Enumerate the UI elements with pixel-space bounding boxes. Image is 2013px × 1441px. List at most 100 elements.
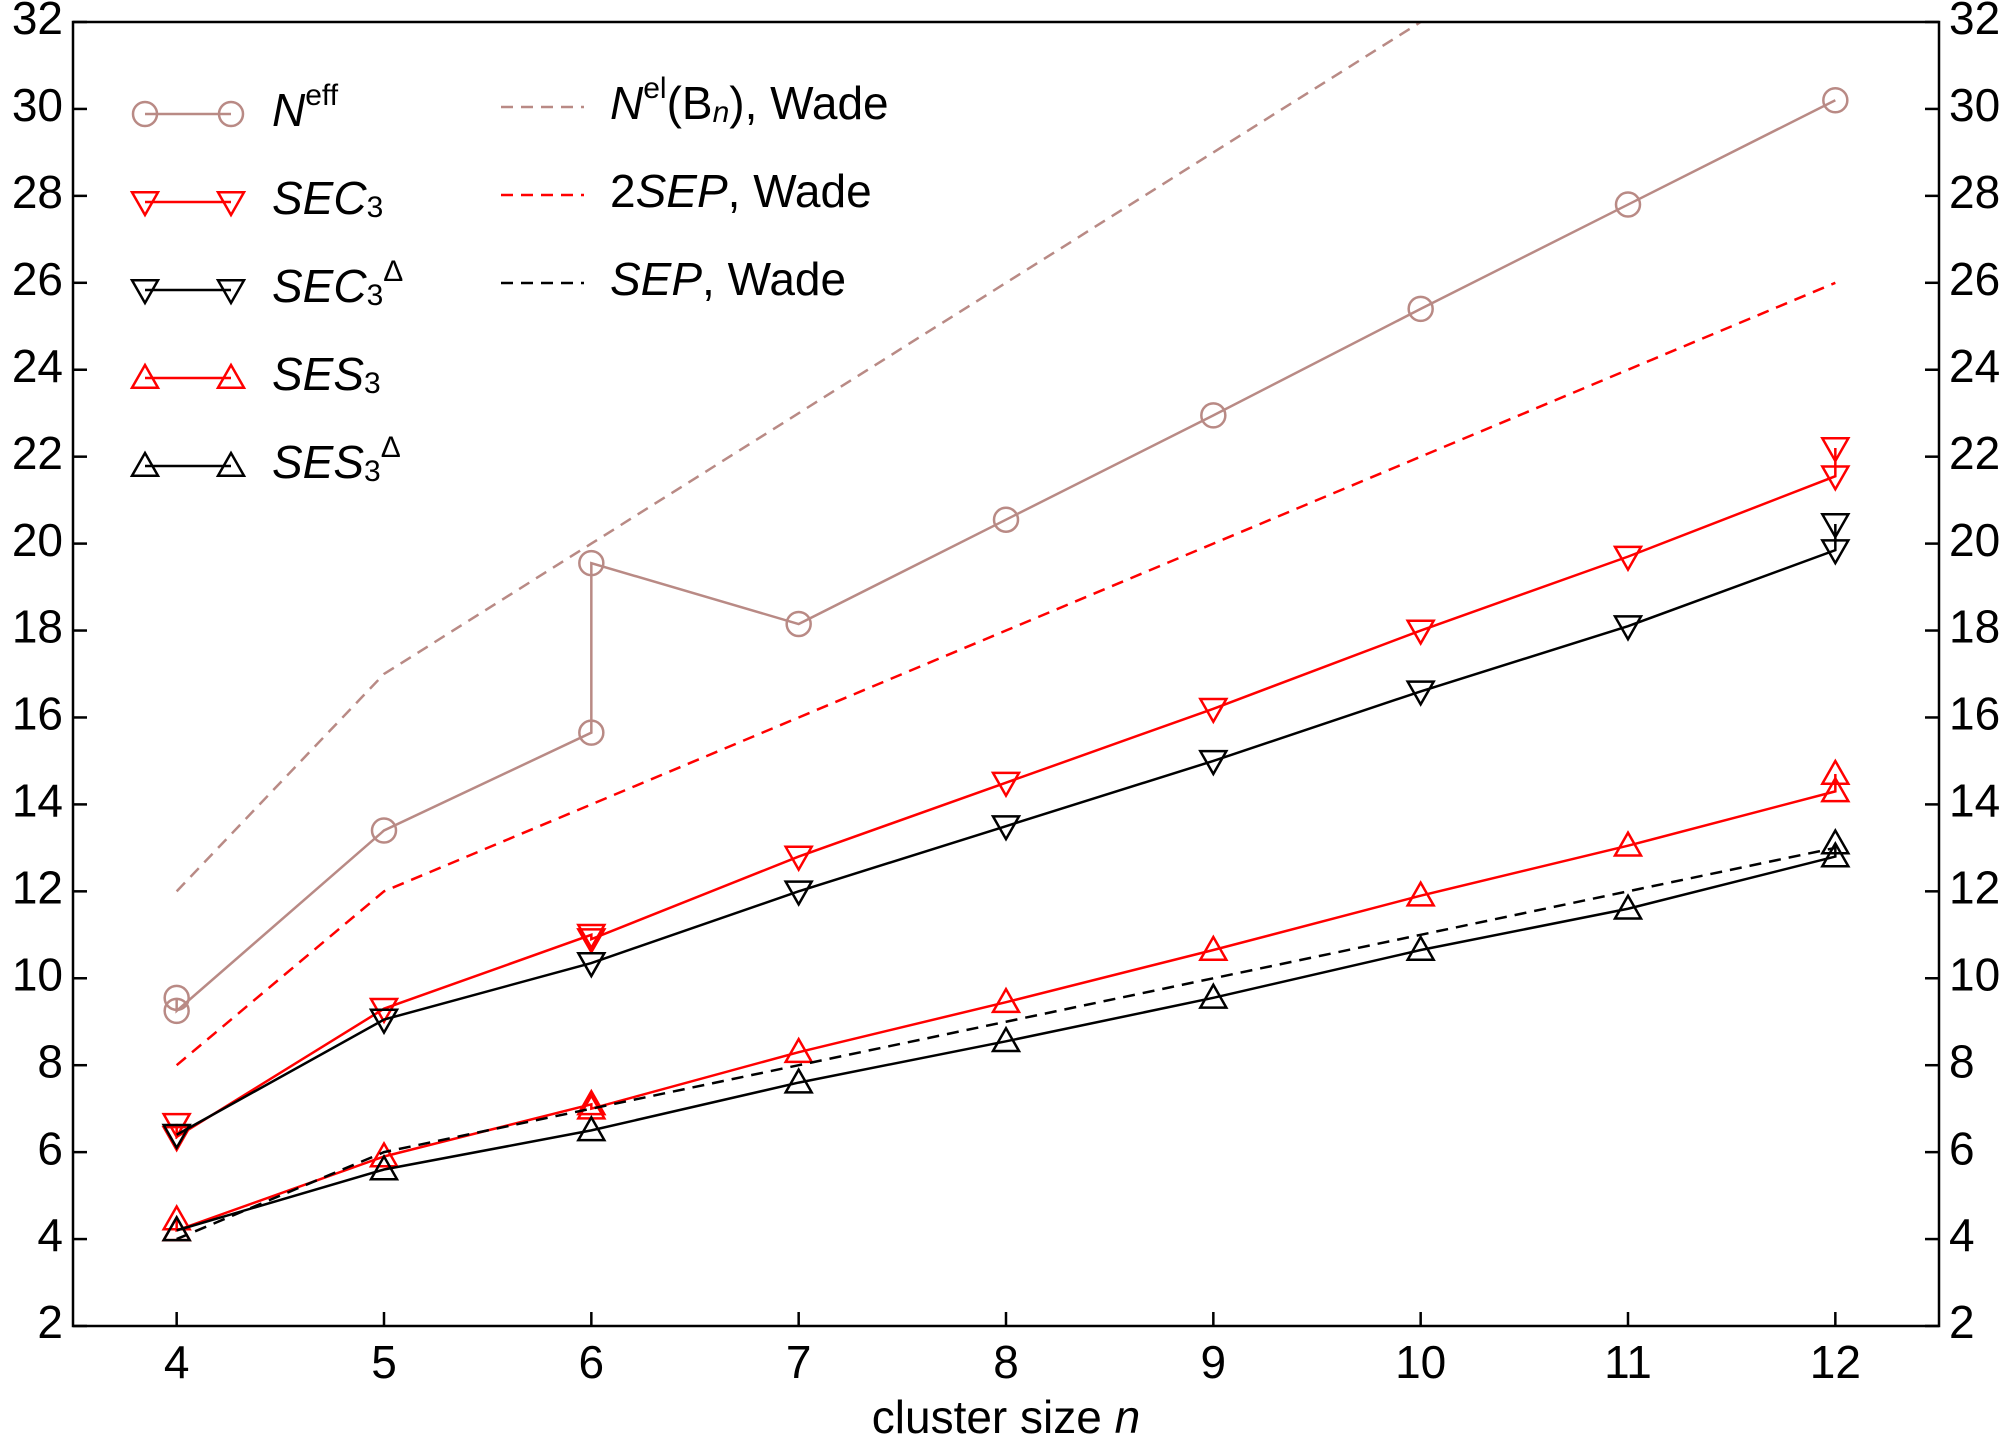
marker: [578, 719, 605, 746]
y2-tick-label: 24: [1949, 340, 2000, 392]
series-line: [175, 99, 1836, 1014]
marker: [783, 1067, 814, 1094]
y-tick-label: 2: [37, 1296, 63, 1348]
marker: [1612, 830, 1644, 857]
x-tick-label: 8: [993, 1336, 1019, 1388]
marker: [1820, 539, 1851, 566]
x-axis-label-part: cluster size: [872, 1391, 1115, 1441]
legend-label-part: ), Wade: [729, 77, 888, 129]
x-tick-label: 10: [1395, 1336, 1446, 1388]
marker: [1822, 86, 1849, 114]
legend-label-part: N: [610, 77, 644, 129]
series-line: [176, 524, 1837, 1136]
marker: [1405, 880, 1436, 907]
y-tick-label: 32: [12, 0, 63, 44]
legend-label-part: 3: [364, 455, 381, 488]
y2-tick-label: 8: [1949, 1035, 1975, 1087]
y-tick-label: 12: [12, 861, 63, 913]
series-line: [176, 843, 1837, 1232]
y2-tick-label: 16: [1949, 688, 2000, 740]
legend-label-part: , Wade: [702, 253, 846, 305]
legend-label-part: n: [713, 96, 730, 129]
legend-marker: [215, 191, 247, 218]
y-tick-label: 6: [37, 1122, 63, 1174]
marker: [990, 986, 1022, 1014]
legend-marker: [129, 450, 161, 477]
y-tick-label: 28: [12, 166, 63, 218]
legend-label: SEP, Wade: [610, 253, 846, 305]
x-tick-label: 5: [371, 1336, 397, 1388]
marker: [163, 997, 190, 1025]
y-tick-label: 18: [12, 601, 63, 653]
marker: [783, 1036, 814, 1064]
legend-marker: [131, 100, 159, 128]
marker: [1612, 615, 1644, 642]
marker: [1198, 982, 1229, 1009]
y-tick-label: 24: [12, 340, 63, 392]
y-tick-label: 16: [12, 688, 63, 740]
marker: [576, 1114, 607, 1142]
y2-tick-label: 2: [1949, 1296, 1975, 1348]
legend-label-part: Δ: [383, 255, 403, 288]
marker: [161, 1123, 192, 1151]
series-line: [175, 447, 1837, 1140]
marker: [576, 928, 607, 955]
legend-marker: [215, 362, 247, 389]
y-tick-label: 30: [12, 79, 63, 131]
marker: [163, 984, 190, 1012]
y-tick-label: 10: [12, 948, 63, 1000]
legend-label-part: , Wade: [728, 165, 872, 217]
marker: [1820, 841, 1851, 868]
marker: [990, 815, 1022, 842]
series-line: [176, 846, 1836, 1241]
y2-tick-label: 6: [1949, 1122, 1975, 1174]
legend-label-part: 3: [367, 279, 384, 312]
legend-marker: [129, 191, 161, 218]
marker: [368, 1140, 400, 1168]
y2-tick-label: 4: [1949, 1209, 1975, 1261]
x-tick-label: 7: [786, 1336, 812, 1388]
y-tick-label: 22: [12, 427, 63, 479]
x-tick-label: 6: [579, 1336, 605, 1388]
legend-label: SES3Δ: [272, 431, 401, 488]
marker: [370, 817, 398, 844]
y2-tick-label: 28: [1949, 166, 2000, 218]
marker: [1820, 758, 1851, 785]
y2-tick-label: 18: [1949, 601, 2000, 653]
marker: [1820, 775, 1851, 803]
y-tick-label: 26: [12, 253, 63, 305]
marker: [783, 845, 814, 873]
legend-label: Nel(Bn), Wade: [610, 72, 889, 129]
y2-tick-label: 20: [1949, 514, 2000, 566]
marker: [576, 923, 607, 951]
y-tick-label: 8: [37, 1035, 63, 1087]
marker: [1405, 619, 1436, 647]
x-axis-label-part: n: [1115, 1391, 1141, 1441]
y2-tick-label: 30: [1949, 79, 2000, 131]
legend-label: SES3: [272, 348, 381, 400]
x-tick-label: 11: [1604, 1336, 1652, 1388]
marker: [1612, 545, 1644, 573]
marker: [1820, 436, 1851, 464]
marker: [992, 506, 1020, 533]
legend-label-part: Δ: [381, 431, 401, 464]
legend-label-part: (B: [667, 77, 713, 129]
y2-tick-label: 22: [1949, 427, 2000, 479]
marker: [1405, 680, 1436, 707]
y-tick-label: 14: [12, 775, 63, 827]
marker: [1198, 934, 1229, 962]
y2-tick-label: 10: [1949, 948, 2000, 1000]
marker: [576, 952, 607, 979]
legend-label-part: N: [272, 84, 306, 136]
marker: [1612, 893, 1644, 920]
legend-label-part: 3: [367, 191, 384, 224]
legend-label: Neff: [272, 79, 339, 136]
y2-tick-label: 14: [1949, 775, 2000, 827]
marker: [1200, 402, 1227, 429]
marker: [1820, 513, 1851, 540]
legend-label: 2SEP, Wade: [610, 165, 872, 217]
y-tick-label: 20: [12, 514, 63, 566]
x-tick-label: 12: [1810, 1336, 1861, 1388]
legend-label-part: SEC: [272, 172, 367, 224]
series-line: [175, 22, 1424, 893]
